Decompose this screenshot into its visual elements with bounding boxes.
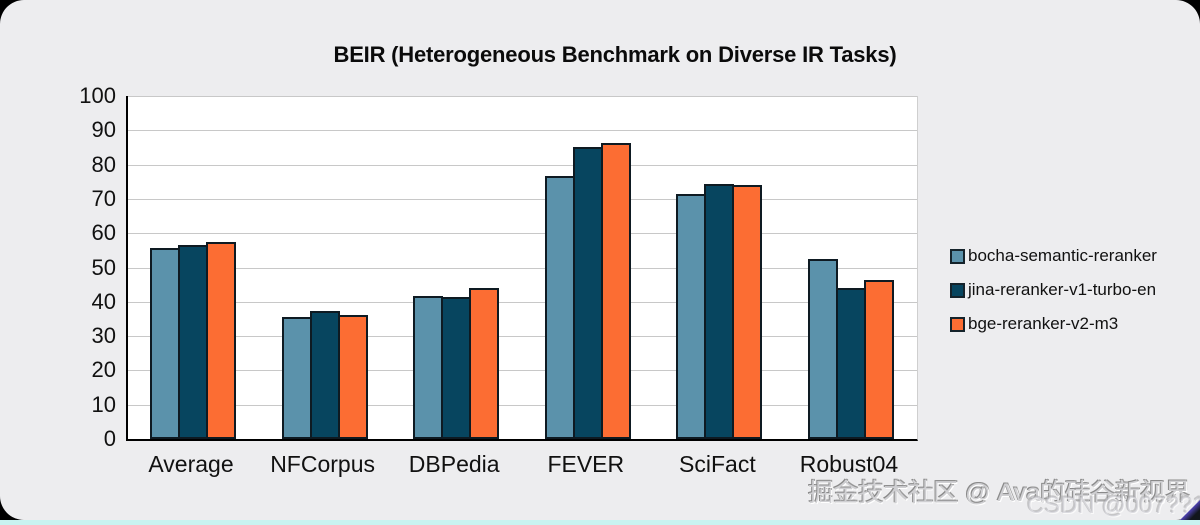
gridline	[128, 370, 917, 372]
gridline	[128, 267, 917, 269]
legend-item-bge-reranker-v2-m3: bge-reranker-v2-m3	[950, 307, 1157, 341]
bar-bocha-semantic-reranker	[676, 194, 707, 439]
y-tick-label: 100	[79, 83, 116, 108]
plot-area	[126, 96, 918, 441]
bar-bocha-semantic-reranker	[150, 247, 180, 439]
bar-jina-reranker-v1-turbo-en	[178, 245, 208, 439]
bar-jina-reranker-v1-turbo-en	[309, 311, 340, 439]
gridline	[128, 404, 917, 406]
bar-bge-reranker-v2-m3	[337, 315, 368, 439]
bar-jina-reranker-v1-turbo-en	[836, 287, 866, 439]
bar-bocha-semantic-reranker	[808, 259, 838, 439]
legend-label: bocha-semantic-reranker	[968, 246, 1157, 265]
y-tick-label: 90	[91, 117, 116, 143]
gridline	[128, 96, 917, 97]
gridline	[128, 336, 917, 338]
y-tick-label: 80	[91, 151, 116, 177]
y-tick-label: 60	[91, 220, 116, 246]
bar-group-nfcorpus	[281, 311, 368, 439]
bar-bge-reranker-v2-m3	[732, 184, 763, 439]
bar-bge-reranker-v2-m3	[206, 241, 236, 439]
legend-item-bocha-semantic-reranker: bocha-semantic-reranker	[950, 239, 1157, 273]
bar-group-dbpedia	[413, 288, 500, 439]
legend-item-jina-reranker-v1-turbo-en: jina-reranker-v1-turbo-en	[950, 273, 1157, 307]
bar-bge-reranker-v2-m3	[600, 143, 631, 439]
legend-color-marker	[950, 316, 965, 332]
chart-title: BEIR (Heterogeneous Benchmark on Diverse…	[333, 42, 897, 67]
bar-group-average	[150, 241, 236, 439]
bar-bocha-semantic-reranker	[413, 295, 444, 439]
gridline	[128, 198, 917, 200]
y-tick-label: 0	[103, 426, 116, 451]
x-category-label: SciFact	[679, 451, 756, 477]
bar-jina-reranker-v1-turbo-en	[572, 147, 603, 439]
legend-color-marker	[950, 282, 965, 298]
gridline	[128, 164, 917, 166]
y-tick-label: 30	[91, 323, 116, 349]
legend-label: bge-reranker-v2-m3	[968, 314, 1119, 333]
x-category-label: DBPedia	[408, 451, 500, 477]
bar-group-robust04	[808, 259, 894, 439]
bar-jina-reranker-v1-turbo-en	[441, 297, 472, 439]
bar-bge-reranker-v2-m3	[864, 280, 894, 439]
legend-label: jina-reranker-v1-turbo-en	[968, 280, 1157, 299]
x-category-label: FEVER	[547, 451, 625, 477]
bar-bge-reranker-v2-m3	[469, 288, 500, 439]
y-tick-label: 50	[91, 254, 116, 280]
gridline	[128, 233, 917, 235]
gridline	[128, 301, 917, 303]
legend: bocha-semantic-reranker jina-reranker-v1-…	[950, 239, 1157, 341]
y-tick-label: 70	[91, 185, 116, 211]
y-tick-label: 40	[91, 288, 116, 314]
y-tick-label: 20	[91, 357, 116, 383]
csdn-watermark: CSDN @007??1	[1026, 492, 1200, 519]
bar-group-scifact	[676, 183, 763, 439]
bar-bocha-semantic-reranker	[544, 175, 575, 439]
bar-bocha-semantic-reranker	[281, 316, 312, 439]
bottom-accent-strip	[0, 520, 1200, 525]
legend-color-marker	[950, 248, 965, 264]
bar-group-fever	[544, 143, 631, 439]
x-category-label: Robust04	[799, 451, 899, 477]
community-watermark: 掘金技术社区 @ Ava的硅谷新视界	[808, 479, 1190, 507]
x-category-label: NFCorpus	[270, 451, 375, 477]
x-category-label: Average	[148, 451, 234, 477]
bar-jina-reranker-v1-turbo-en	[704, 183, 735, 439]
y-tick-label: 10	[91, 391, 116, 417]
gridline	[128, 130, 917, 132]
